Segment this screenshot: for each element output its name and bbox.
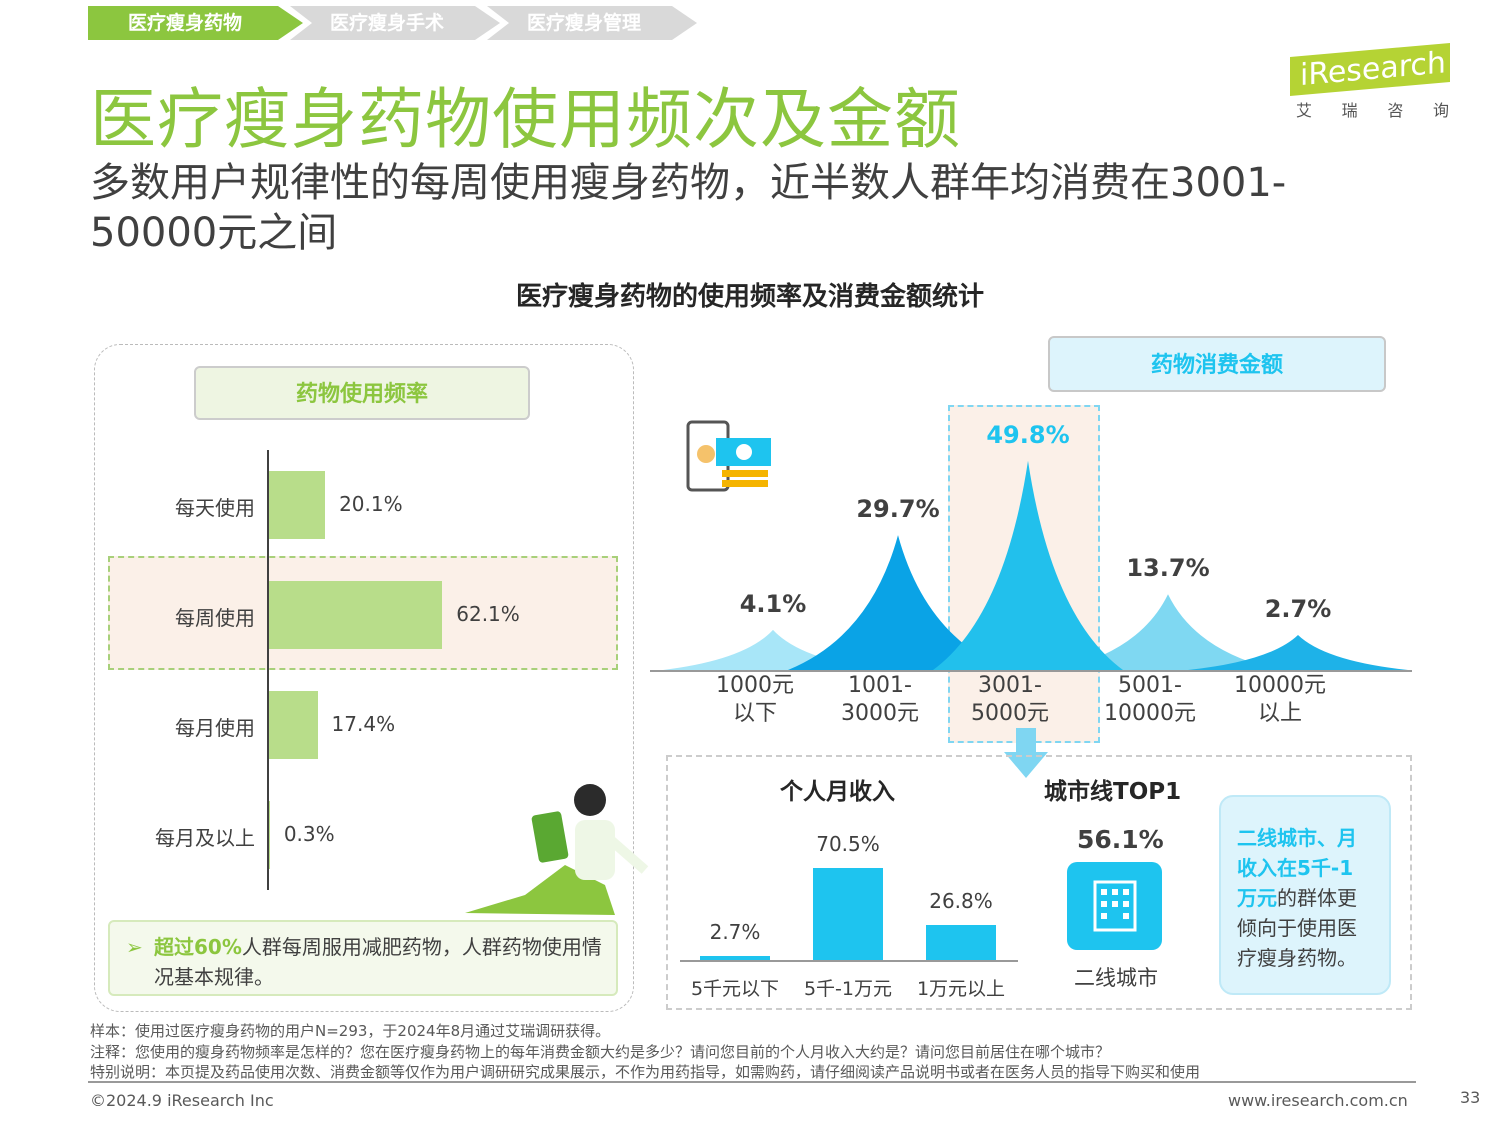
spend-baseline [650, 670, 1412, 672]
page-title: 医疗瘦身药物使用频次及金额 [90, 81, 961, 158]
income-category-label: 1万元以上 [916, 978, 1006, 1000]
income-title: 个人月收入 [780, 779, 895, 805]
spend-category-label: 5001- 10000元 [1104, 673, 1196, 726]
income-bar [700, 956, 770, 960]
footer-divider [88, 1081, 1416, 1083]
income-category-label: 5千-1万元 [803, 978, 893, 1000]
spend-header: 药物消费金额 [1048, 336, 1386, 392]
spend-peak [1058, 594, 1278, 670]
building-icon [1067, 862, 1162, 950]
breadcrumb-surgery[interactable]: 医疗瘦身手术 [290, 6, 500, 40]
spend-category-label: 10000元 以上 [1234, 673, 1326, 726]
spend-peak [1188, 635, 1408, 670]
freq-category-label: 每月使用 [175, 716, 255, 740]
freq-bar [269, 581, 443, 649]
money-icon [686, 420, 771, 492]
city-title: 城市线TOP1 [1044, 779, 1182, 805]
website-link[interactable]: www.iresearch.com.cn [1228, 1091, 1408, 1110]
freq-axis [267, 450, 269, 890]
spend-value-label: 29.7% [856, 495, 940, 524]
city-label: 二线城市 [1074, 966, 1158, 990]
copyright: ©2024.9 iResearch Inc [90, 1091, 274, 1110]
frequency-header: 药物使用频率 [194, 366, 530, 420]
logo-cn-1: 艾 [1296, 101, 1313, 120]
spend-category-label: 3001- 5000元 [971, 673, 1049, 726]
freq-bar [269, 471, 326, 539]
breadcrumb-management[interactable]: 医疗瘦身管理 [487, 6, 697, 40]
disclaimer: 特别说明：本页提及药品使用次数、消费金额等仅作为用户调研研究成果展示，不作为用药… [90, 1063, 1201, 1081]
income-bar [926, 925, 996, 960]
income-category-label: 5千元以下 [690, 978, 780, 1000]
freq-category-label: 每周使用 [175, 606, 255, 630]
iresearch-logo: iResearch 艾 瑞 咨 询 [1290, 43, 1455, 121]
freq-category-label: 每天使用 [175, 496, 255, 520]
income-value-label: 26.8% [929, 889, 993, 914]
freq-value-label: 20.1% [339, 492, 403, 516]
freq-bar [269, 801, 270, 869]
freq-category-label: 每月及以上 [155, 826, 255, 850]
city-value: 56.1% [1077, 825, 1164, 854]
frequency-panel [94, 344, 634, 1012]
spend-peak [788, 535, 1008, 670]
income-value-label: 2.7% [709, 920, 761, 944]
note-highlight: 超过60% [154, 935, 242, 959]
logo-cn-4: 询 [1432, 101, 1449, 120]
income-baseline [680, 960, 1018, 962]
income-city-panel [666, 755, 1412, 1010]
callout-highlight: 二线城市、月收入在5千-1万元 [1237, 826, 1357, 910]
spend-value-label: 4.1% [739, 589, 807, 618]
income-value-label: 70.5% [816, 832, 880, 857]
callout-text: 的群体更倾向于使用医疗瘦身药物。 [1237, 886, 1357, 970]
spend-value-label: 2.7% [1264, 595, 1332, 623]
freq-value-label: 17.4% [331, 712, 396, 736]
person-reading-illustration [465, 784, 649, 915]
breadcrumb-drug[interactable]: 医疗瘦身药物 [88, 6, 303, 40]
question-note: 注释：您使用的瘦身药物频率是怎样的？您在医疗瘦身药物上的每年消费金额大约是多少？… [90, 1043, 1111, 1061]
arrow-bullet-icon: ➢ [126, 935, 143, 959]
freq-value-label: 0.3% [283, 822, 335, 846]
income-bar [813, 868, 883, 960]
freq-bar [269, 691, 318, 759]
spend-chart [663, 460, 1408, 670]
page-subtitle: 多数用户规律性的每周使用瘦身药物，近半数人群年均消费在3001-50000元之间 [90, 160, 1287, 256]
freq-value-label: 62.1% [456, 602, 520, 626]
note-text: 人群每周服用减肥药物，人群药物使用情况基本规律。 [154, 935, 602, 989]
spend-category-label: 1001- 3000元 [841, 673, 919, 726]
spend-peak [933, 460, 1123, 670]
spend-category-label: 1000元 以下 [716, 673, 794, 726]
chart-title: 医疗瘦身药物的使用频率及消费金额统计 [515, 282, 984, 312]
logo-cn-3: 咨 [1387, 101, 1404, 120]
city-callout: 二线城市、月收入在5千-1万元的群体更倾向于使用医疗瘦身药物。 [1219, 795, 1391, 995]
sample-note: 样本：使用过医疗瘦身药物的用户N=293，于2024年8月通过艾瑞调研获得。 [90, 1022, 611, 1040]
spend-value-label: 13.7% [1126, 554, 1210, 583]
page-number: 33 [1460, 1088, 1481, 1107]
logo-cn-2: 瑞 [1341, 101, 1358, 120]
frequency-note: ➢ 超过60%人群每周服用减肥药物，人群药物使用情况基本规律。 [108, 920, 618, 996]
spend-value-label: 49.8% [986, 420, 1070, 449]
down-arrow-icon [1004, 728, 1048, 778]
